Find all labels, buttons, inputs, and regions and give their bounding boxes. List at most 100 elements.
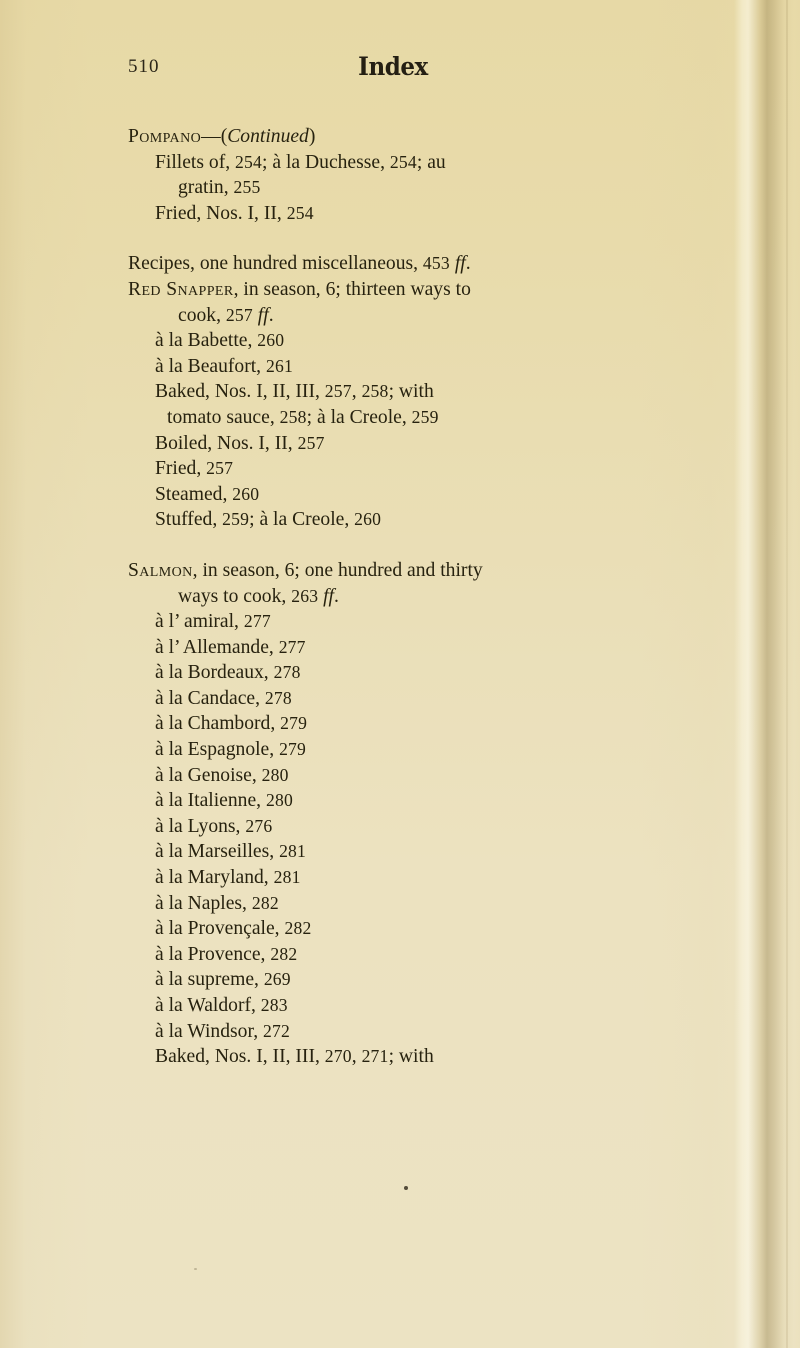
- entry-text: ; à la Creole,: [249, 509, 355, 531]
- entry-text: Recipes, one hundred miscellaneous,: [128, 253, 423, 275]
- page-reference: 283: [260, 995, 288, 1015]
- index-subentry-line: à la Windsor, 272: [155, 1019, 738, 1045]
- entry-text: Stuffed,: [155, 509, 223, 531]
- page-reference: 280: [265, 790, 293, 811]
- index-subentry-line: à la Naples, 282: [155, 891, 738, 917]
- italic-text: ff: [323, 585, 334, 607]
- italic-text: ff: [454, 253, 466, 275]
- index-subentry-line: à la Lyons, 276: [155, 814, 738, 840]
- page-reference: 257: [225, 304, 253, 325]
- index-subentry-line: Steamed, 260: [155, 482, 738, 508]
- page-number: 510: [128, 56, 160, 77]
- entry-text: Baked, Nos. I, II, III,: [155, 381, 325, 403]
- index-entry-group: Pompano—(Continued) Fillets of, 254; à la…: [128, 124, 738, 226]
- entry-text: ; au: [416, 151, 446, 173]
- index-heading-line: Pompano—(Continued): [128, 124, 738, 150]
- entry-text: Baked, Nos. I, II, III,: [155, 1046, 325, 1068]
- page-reference: 276: [245, 815, 273, 836]
- entry-text: ,: [351, 1046, 362, 1068]
- page-reference: 278: [273, 662, 301, 683]
- entry-text: ; à la Duchesse,: [262, 151, 390, 173]
- index-subentry-line: Baked, Nos. I, II, III, 270, 271; with: [155, 1044, 738, 1070]
- page-reference: 272: [263, 1020, 290, 1041]
- entry-text: à la Chambord,: [155, 713, 281, 735]
- italic-text: ff: [257, 304, 269, 326]
- entry-text: ; à la Creole,: [306, 406, 412, 428]
- index-subentry-line: tomato sauce, 258; à la Creole, 259: [167, 405, 738, 431]
- page-reference: 258: [361, 381, 389, 402]
- entry-text: à la Naples,: [155, 892, 252, 914]
- index-subentry-line: à la Beaufort, 261: [155, 354, 738, 380]
- page-reference: 271: [361, 1046, 389, 1067]
- page-reference: 278: [264, 687, 292, 708]
- entry-text: à la Italienne,: [155, 790, 266, 812]
- page-reference: 259: [222, 509, 250, 530]
- entry-text: à la supreme,: [155, 969, 264, 991]
- entry-text: à la Beaufort,: [155, 355, 266, 377]
- page-reference: 257: [297, 432, 325, 453]
- entry-term: Salmon: [128, 559, 193, 581]
- entry-text: , in season, 6; thirteen ways to: [233, 278, 471, 300]
- entry-text: à l’ amiral,: [155, 611, 244, 633]
- index-subentry-line: Stuffed, 259; à la Creole, 260: [155, 507, 738, 533]
- entry-text: à la Bordeaux,: [155, 662, 274, 684]
- index-subentry-line: à la Marseilles, 281: [155, 839, 738, 865]
- entry-text: Steamed,: [155, 483, 233, 505]
- page-reference: 281: [279, 841, 307, 862]
- index-subentry-line: cook, 257 ff.: [178, 303, 738, 329]
- page-reference: 279: [279, 739, 307, 760]
- entry-text: Fried,: [155, 458, 207, 480]
- page-reference: 254: [235, 151, 263, 172]
- entry-text: .: [465, 253, 471, 275]
- page-reference: 279: [280, 713, 308, 734]
- index-subentry-line: à l’ amiral, 277: [155, 609, 738, 635]
- index-subentry-line: Fried, Nos. I, II, 254: [155, 201, 738, 227]
- page-reference: 261: [265, 355, 293, 376]
- entry-text: , in season, 6; one hundred and thirty: [192, 559, 483, 581]
- page-edge-crease: [786, 0, 788, 1348]
- page-reference: 259: [411, 406, 439, 427]
- index-subentry-line: Fillets of, 254; à la Duchesse, 254; au: [155, 150, 738, 176]
- entry-text: à la Waldorf,: [155, 995, 261, 1016]
- entry-text: à la Marseilles,: [155, 841, 280, 863]
- index-subentry-line: à la Italienne, 280: [155, 788, 738, 814]
- index-subentry-line: à la Waldorf, 283: [155, 993, 738, 1019]
- entry-text: ways to cook,: [178, 585, 292, 607]
- index-subentry-line: à la Bordeaux, 278: [155, 660, 738, 686]
- entry-text: ): [308, 126, 316, 147]
- index-subentry-line: à la Candace, 278: [155, 686, 738, 712]
- index-entry-group: Recipes, one hundred miscellaneous, 453 …: [128, 251, 738, 533]
- index-subentry-line: Baked, Nos. I, II, III, 257, 258; with: [155, 379, 738, 405]
- index-entry-list: Pompano—(Continued) Fillets of, 254; à la…: [128, 124, 738, 1070]
- running-head: 510 Index: [128, 52, 658, 86]
- entry-text: à la Candace,: [155, 687, 265, 709]
- index-subentry-line: à la Provence, 282: [155, 942, 738, 968]
- page-reference: 260: [232, 483, 260, 504]
- entry-text: à la Windsor,: [155, 1020, 263, 1042]
- page-reference: 255: [233, 177, 261, 198]
- index-subentry-line: à la Espagnole, 279: [155, 737, 738, 763]
- page-reference: 260: [257, 330, 285, 351]
- page-reference: 281: [273, 867, 301, 888]
- entry-text: Fried, Nos. I, II,: [155, 202, 287, 224]
- page-reference: 257: [206, 458, 234, 479]
- page-title: Index: [358, 52, 428, 81]
- page-reference: 277: [243, 611, 271, 632]
- page-reference: 277: [278, 636, 306, 657]
- page-edge-shadow: [734, 0, 800, 1348]
- entry-text: gratin,: [178, 177, 234, 199]
- page-reference: 260: [354, 509, 382, 530]
- index-subentry-line: à la Genoise, 280: [155, 763, 738, 789]
- page-reference: 282: [284, 918, 312, 939]
- ink-speck-artifact: [404, 1186, 408, 1190]
- page-reference: 282: [251, 892, 279, 913]
- index-subentry-line: gratin, 255: [178, 175, 738, 201]
- index-entry-group: Salmon, in season, 6; one hundred and th…: [128, 558, 738, 1070]
- index-subentry-line: à la Chambord, 279: [155, 711, 738, 737]
- page-reference: 282: [270, 943, 298, 964]
- entry-text: à la Genoise,: [155, 764, 262, 786]
- index-subentry-line: à la supreme, 269: [155, 967, 738, 993]
- page-reference: 254: [286, 202, 314, 223]
- page-reference: 257: [324, 381, 352, 402]
- entry-text: —(: [201, 126, 228, 147]
